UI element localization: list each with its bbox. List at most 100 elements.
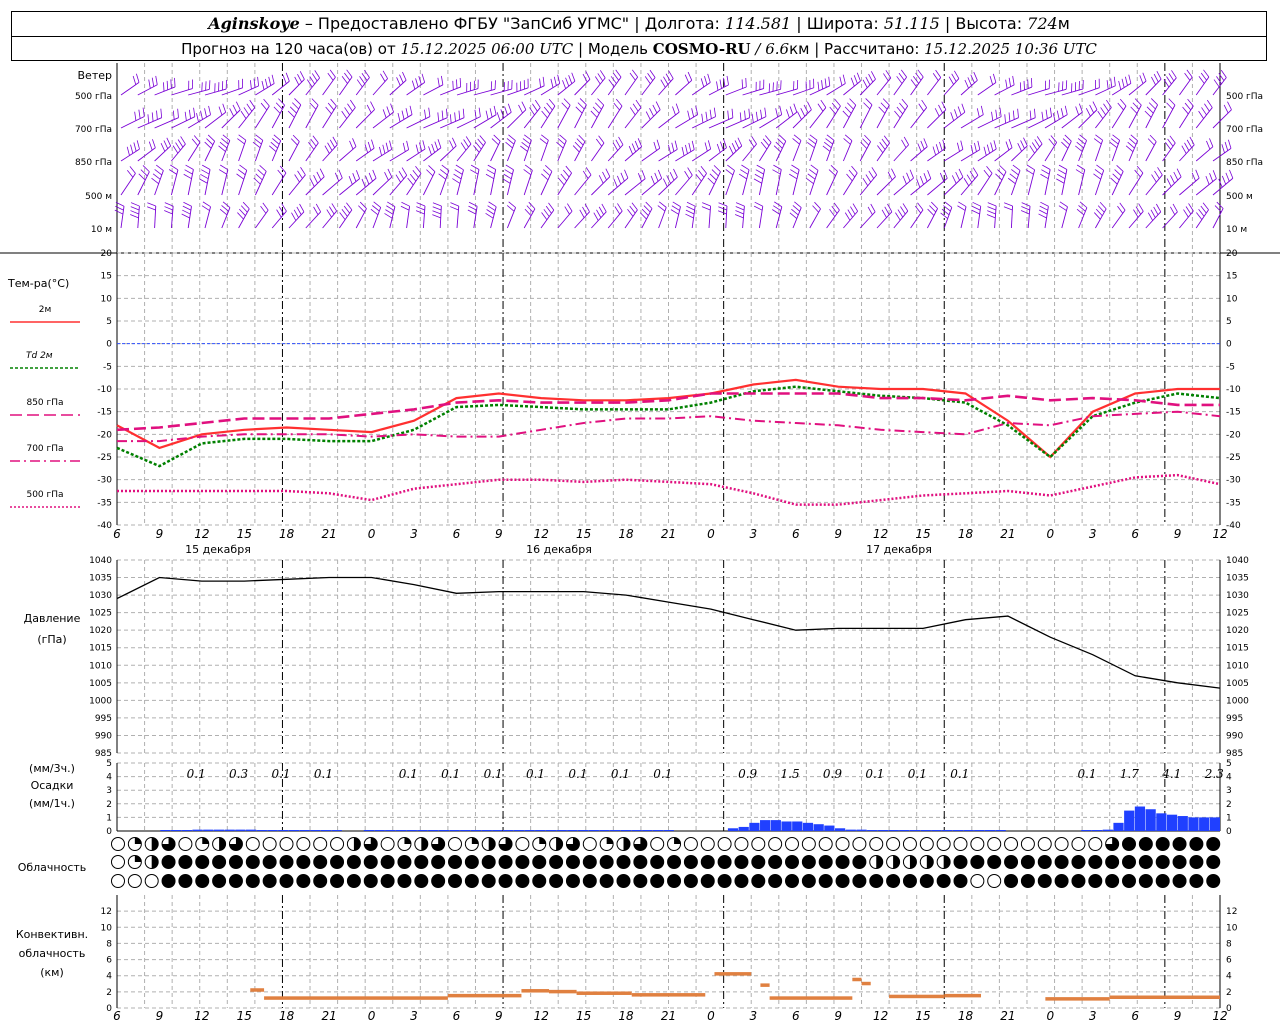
wind-barb-feather [728, 145, 734, 155]
wind-barb-feather [967, 77, 972, 86]
wind-barb-feather [656, 139, 661, 149]
wind-barb-feather [273, 134, 281, 142]
wind-barb-feather [151, 177, 159, 185]
temp-series-line [117, 473, 1221, 506]
wind-barb-feather [958, 201, 967, 207]
wind-barb-feather [739, 112, 742, 122]
chart-header: Aginskoye – Предоставлено ФГБУ "ЗапСиб У… [11, 11, 1267, 61]
wind-barb-feather [685, 213, 694, 219]
wind-barb [607, 210, 623, 229]
wind-barb [221, 87, 243, 96]
conv-cloud-bar [944, 993, 982, 998]
wind-barb [607, 76, 622, 96]
wind-barb-feather [740, 169, 749, 175]
x-tick-label-bottom: 12 [194, 1009, 209, 1023]
wind-barb-feather [1171, 70, 1177, 79]
prec-bar [171, 830, 182, 831]
wind-barb-feather [1061, 141, 1069, 149]
wind-barb-feather [956, 142, 960, 152]
wind-barb-feather [1121, 78, 1125, 88]
wind-barb-feather [870, 203, 876, 213]
wind-barb-feather [396, 77, 401, 86]
wind-barb-feather [152, 139, 156, 148]
cloud-cover-icon [1122, 855, 1136, 869]
wind-barb-feather [582, 206, 588, 215]
cloud-cover-fill [893, 855, 900, 869]
temp-ytick: 15 [101, 272, 112, 282]
cloud-cover-icon [1054, 855, 1069, 869]
wind-barb-feather [963, 178, 970, 187]
wind-barb-feather [658, 201, 667, 208]
wind-barb-feather [1048, 138, 1055, 146]
wind-barb-feather [995, 173, 1003, 181]
wind-barb-feather [964, 79, 969, 89]
wind-barb-feather [599, 70, 606, 79]
wind-barb-feather [184, 111, 187, 121]
wind-barb-feather [219, 208, 228, 216]
wind-barb-feather [1076, 164, 1085, 171]
wind-barb-feather [668, 70, 674, 79]
wind-barb-feather [524, 164, 533, 171]
wind-barb [809, 208, 821, 229]
wind-barb-feather [1029, 110, 1032, 120]
prec-bar [824, 825, 835, 831]
wind-barb-feather [166, 80, 169, 90]
wind-barb [271, 172, 287, 196]
wind-barb-feather [407, 177, 414, 186]
wind-barb-feather [691, 108, 695, 118]
wind-barb-feather [823, 141, 832, 149]
wind-barb-feather [919, 175, 924, 185]
wind-barb-feather [826, 134, 835, 141]
wind-barb [943, 111, 966, 129]
wind-barb-feather [401, 201, 410, 207]
wind-barb-feather [411, 80, 416, 90]
wind-barb-feather [931, 201, 938, 209]
pres-ytick-right: 1020 [1226, 626, 1249, 636]
pressure-line [116, 576, 1221, 689]
wind-barb-feather [402, 142, 406, 152]
wind-barb-feather [1093, 212, 1101, 220]
wind-barb-feather [1182, 106, 1189, 115]
cloud-cover-icon [717, 855, 732, 869]
cloud-cover-icon [1105, 855, 1120, 869]
cloud-cover-icon [667, 855, 682, 869]
wind-barb [927, 77, 942, 96]
wind-barb-feather [847, 102, 854, 110]
wind-barb [171, 88, 193, 96]
wind-barb-feather [291, 212, 297, 221]
wind-barb-feather [460, 142, 467, 151]
prec-bar [513, 830, 524, 831]
wind-barb-feather [1025, 169, 1034, 175]
cloud-cover-fill [202, 837, 209, 844]
wind-barb-feather [1214, 205, 1222, 213]
wind-barb-feather [737, 137, 743, 147]
x-tick-label: 0 [707, 527, 715, 541]
cloud-cover-fill [404, 837, 411, 844]
wind-barb [943, 207, 953, 229]
wind-barb-feather [1163, 79, 1170, 88]
cloud-cover-icon [616, 874, 631, 888]
wind-barb-feather [1005, 79, 1008, 89]
wind-barb-feather [1008, 112, 1011, 122]
longitude-value: 114.581 [725, 14, 792, 33]
wind-barb-feather [598, 175, 604, 184]
wind-barb-feather [558, 177, 565, 186]
wind-barb-feather [624, 169, 629, 179]
wind-barb-feather [218, 169, 227, 175]
wind-barb [1095, 107, 1112, 129]
temp-series-line [117, 410, 1221, 443]
wind-barb-feather [1019, 82, 1022, 92]
wind-barb-feather [181, 213, 190, 219]
wind-barb [675, 174, 693, 196]
wind-barb-feather [773, 145, 781, 153]
wind-barb-feather [898, 72, 905, 81]
wind-barb-feather [1183, 209, 1189, 218]
wind-barb-feather [775, 141, 783, 149]
wind-barb-feather [1153, 206, 1159, 215]
wind-barb-feather [923, 138, 928, 147]
wind-barb-feather [1008, 77, 1012, 87]
prec-bar [192, 829, 203, 831]
cloud-cover-icon [818, 855, 833, 869]
temp-series-line [116, 392, 1220, 432]
prec-sum-label: 0.1 [441, 767, 460, 781]
